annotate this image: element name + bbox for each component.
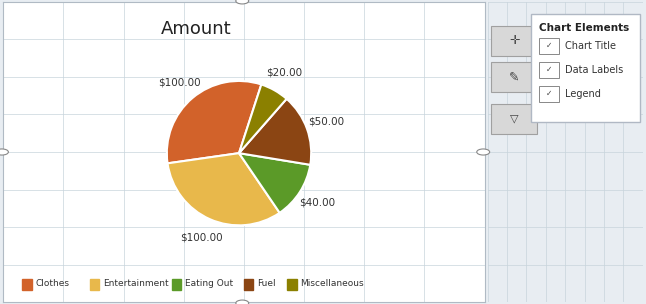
Text: Data Labels: Data Labels bbox=[565, 65, 623, 75]
Text: Chart Title: Chart Title bbox=[565, 41, 616, 51]
Text: Clothes: Clothes bbox=[36, 279, 70, 288]
Text: $20.00: $20.00 bbox=[267, 68, 303, 78]
Bar bbox=[539, 62, 559, 78]
Bar bbox=[491, 62, 537, 92]
Bar bbox=[539, 86, 559, 102]
Text: $100.00: $100.00 bbox=[158, 78, 201, 88]
Bar bbox=[539, 38, 559, 54]
Text: Entertainment: Entertainment bbox=[103, 279, 169, 288]
Text: Fuel: Fuel bbox=[257, 279, 275, 288]
Text: ✎: ✎ bbox=[509, 70, 519, 83]
Text: $50.00: $50.00 bbox=[308, 117, 344, 127]
Bar bbox=[90, 279, 99, 290]
Text: $40.00: $40.00 bbox=[299, 198, 335, 208]
Text: Miscellaneous: Miscellaneous bbox=[300, 279, 364, 288]
Text: Eating Out: Eating Out bbox=[185, 279, 233, 288]
Text: Amount: Amount bbox=[160, 19, 231, 38]
Text: ✓: ✓ bbox=[546, 65, 552, 74]
Wedge shape bbox=[167, 81, 262, 163]
Bar bbox=[531, 14, 640, 122]
Wedge shape bbox=[239, 85, 287, 153]
Wedge shape bbox=[239, 99, 311, 165]
Text: $100.00: $100.00 bbox=[180, 233, 223, 243]
Wedge shape bbox=[239, 153, 310, 213]
Bar bbox=[244, 279, 253, 290]
Text: ✓: ✓ bbox=[546, 89, 552, 98]
Bar bbox=[287, 279, 297, 290]
Text: ▽: ▽ bbox=[510, 114, 518, 124]
Text: Chart Elements: Chart Elements bbox=[539, 22, 629, 33]
Bar bbox=[491, 26, 537, 56]
Text: ✓: ✓ bbox=[546, 41, 552, 50]
Bar bbox=[491, 104, 537, 134]
Wedge shape bbox=[167, 153, 280, 225]
Bar bbox=[23, 279, 32, 290]
Text: Legend: Legend bbox=[565, 89, 601, 99]
Text: ✛: ✛ bbox=[509, 34, 519, 47]
Bar bbox=[172, 279, 182, 290]
